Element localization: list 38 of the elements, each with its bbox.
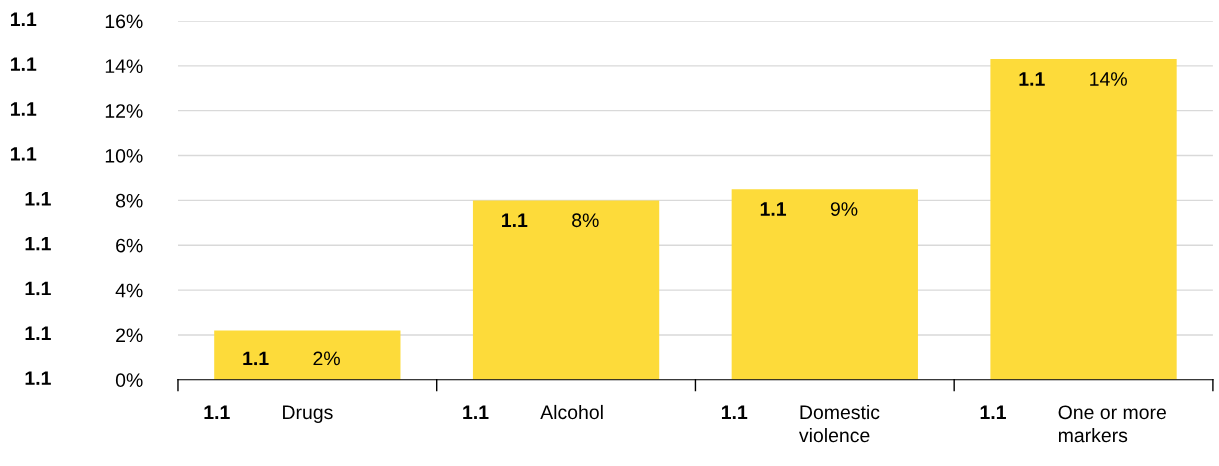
- y-tick-label: 0%: [115, 373, 143, 388]
- data-label: 2%: [313, 351, 340, 366]
- annotation: 1.1: [1019, 72, 1045, 86]
- bar: [731, 189, 918, 380]
- data-label: 8%: [572, 213, 599, 228]
- text: 1.1: [25, 281, 51, 296]
- data-label: 14%: [1090, 72, 1127, 86]
- text: 1.1: [25, 326, 51, 340]
- x-tick-label: Domestic violence: [799, 404, 880, 443]
- bar: [472, 200, 660, 380]
- text: 1.1: [721, 405, 748, 419]
- x-tick-label: Alcohol: [540, 404, 603, 420]
- annotation: 1.1: [243, 351, 269, 366]
- y-tick-label: 12%: [105, 104, 143, 118]
- y-tick-label: 16%: [105, 14, 143, 29]
- text: 1.1: [10, 102, 37, 116]
- text: 1.1: [10, 57, 37, 71]
- text: 1.1: [463, 405, 489, 419]
- annotation: 1.1: [502, 213, 528, 227]
- data-label: 9%: [830, 202, 858, 216]
- text: 1.1: [25, 371, 51, 385]
- x-tick-label: One or more markers: [1058, 405, 1166, 443]
- y-tick-label: 6%: [116, 238, 143, 253]
- bar: [214, 330, 401, 380]
- x-tick-label: Drugs: [283, 405, 333, 424]
- text: 1.1: [25, 236, 51, 251]
- bar: [990, 59, 1177, 380]
- annotation: 1.1: [760, 202, 787, 216]
- text: 1.1: [10, 12, 37, 26]
- y-tick-label: 8%: [115, 193, 143, 208]
- y-tick-label: 4%: [115, 283, 143, 298]
- y-tick-label: 14%: [105, 59, 143, 73]
- text: 1.1: [25, 192, 51, 206]
- y-tick-label: 2%: [116, 328, 143, 343]
- text: 1.1: [10, 147, 37, 161]
- text: 1.1: [980, 405, 1006, 419]
- y-tick-label: 10%: [105, 149, 143, 163]
- text: 1.1: [204, 405, 230, 419]
